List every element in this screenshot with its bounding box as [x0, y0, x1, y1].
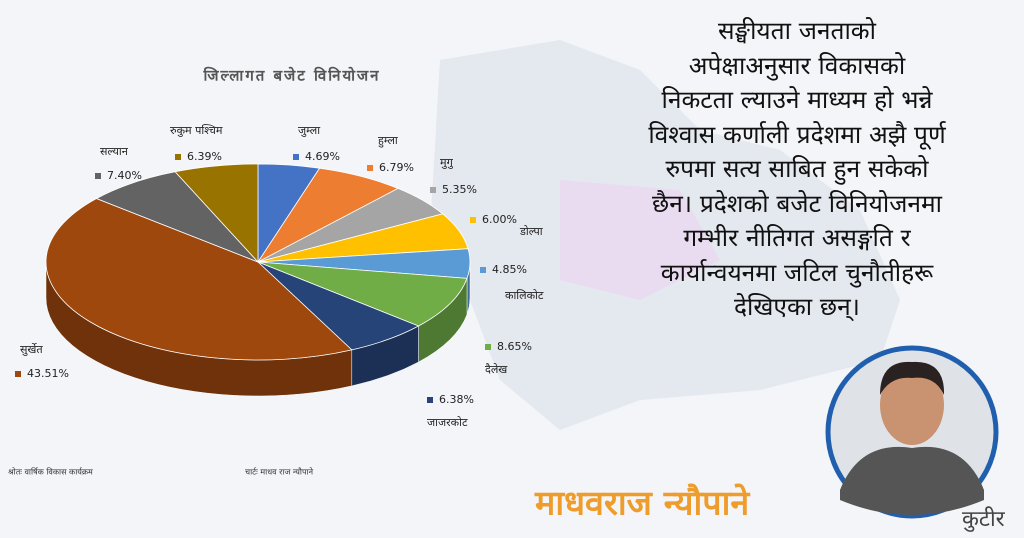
- article-line: सङ्घीयता जनताको: [718, 16, 876, 45]
- value-label: 5.35%: [442, 183, 477, 196]
- legend-swatch: [175, 154, 181, 160]
- category-label: हुम्ला: [378, 134, 398, 148]
- photo-face: [880, 365, 944, 445]
- credit: चार्टः माधव राज न्यौपाने: [245, 467, 314, 477]
- value-label: 6.00%: [482, 213, 517, 226]
- value-label: 6.79%: [379, 161, 414, 174]
- article-text: सङ्घीयता जनताको अपेक्षाअनुसार विकासको निकट…: [588, 14, 1006, 325]
- value-label: 7.40%: [107, 169, 142, 182]
- article-line: गम्भीर नीतिगत असङ्गति र: [683, 223, 911, 252]
- category-label: डोल्पा: [519, 225, 543, 238]
- source: श्रोतः वार्षिक विकास कार्यक्रम: [8, 467, 93, 477]
- legend-swatch: [15, 371, 21, 377]
- article-line: विश्वास कर्णाली प्रदेशमा अझै पूर्ण: [648, 119, 946, 149]
- value-label: 6.38%: [439, 393, 474, 406]
- slice: [257, 261, 468, 327]
- slice: [95, 171, 259, 263]
- article-line: निकटता ल्याउने माध्यम हो भन्ने: [661, 85, 933, 114]
- legend-swatch: [95, 173, 101, 179]
- legend-swatch: [427, 397, 433, 403]
- photo-hair: [880, 361, 945, 395]
- legend-swatch: [430, 187, 436, 193]
- value-label: 4.85%: [492, 263, 527, 276]
- legend-swatch: [485, 344, 491, 350]
- chart-title: जिल्लागत बजेट विनियोजन: [202, 67, 380, 85]
- labels: जुम्ला 4.69% हुम्ला 6.79% मुगु 5.35% डोल्पा6.0…: [15, 124, 544, 429]
- value-label: 4.69%: [305, 150, 340, 163]
- category-label: सुर्खेत: [20, 343, 43, 356]
- legend-swatch: [470, 217, 476, 223]
- slice: [174, 163, 259, 264]
- slice: [45, 198, 353, 361]
- article-line: रुपमा सत्य साबित हुन सकेको: [665, 154, 929, 183]
- category-label: कालिकोट: [505, 289, 544, 302]
- category-label: रुकुम पश्चिम: [170, 124, 223, 137]
- article-line: अपेक्षाअनुसार विकासको: [688, 50, 906, 80]
- article-line: कार्यान्वयनमा जटिल चुनौतीहरू: [660, 257, 934, 287]
- value-label: 8.65%: [497, 340, 532, 353]
- author-name: माधवराज न्यौपाने: [534, 483, 750, 524]
- value-label: 43.51%: [27, 367, 69, 380]
- photo-body: [840, 446, 984, 515]
- category-label: जाजरकोट: [427, 416, 468, 429]
- article-line: देखिएका छन्।: [734, 292, 860, 321]
- category-label: जुम्ला: [298, 124, 320, 137]
- category-label: मुगु: [440, 156, 454, 169]
- category-label: सल्यान: [100, 145, 129, 158]
- legend-swatch: [367, 165, 373, 171]
- pie: [45, 163, 471, 397]
- category-label: दैलेख: [485, 363, 508, 376]
- legend-swatch: [480, 267, 486, 273]
- value-label: 6.39%: [187, 150, 222, 163]
- logo: कुटीर: [962, 506, 1006, 532]
- legend-swatch: [293, 154, 299, 160]
- article-line: छैन। प्रदेशको बजेट विनियोजनमा: [652, 188, 942, 218]
- map-region: [560, 180, 720, 300]
